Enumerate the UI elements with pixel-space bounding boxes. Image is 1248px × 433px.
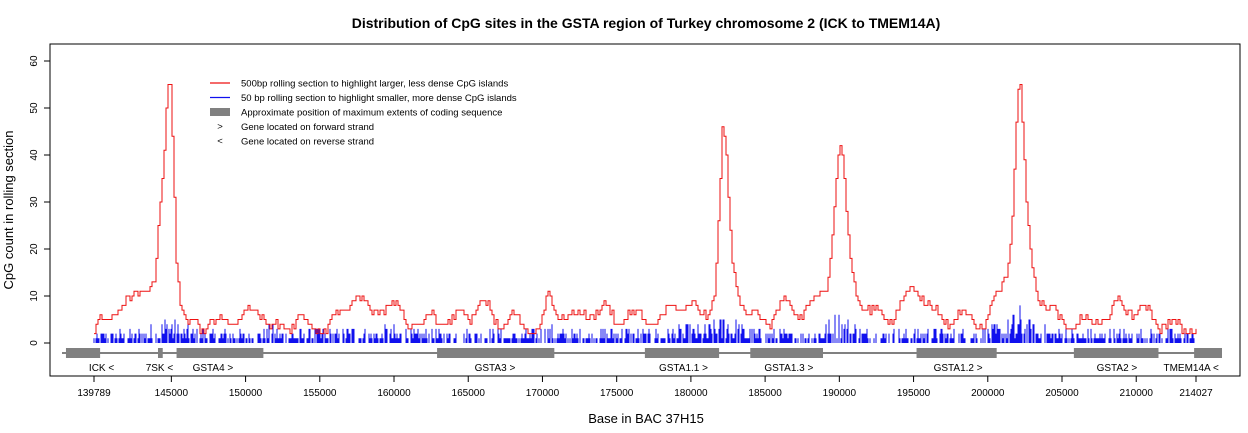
x-tick-label: 205000	[1045, 388, 1079, 399]
legend-label: Gene located on forward strand	[241, 122, 374, 133]
gene-label-GSTA1.2: GSTA1.2 >	[934, 363, 983, 374]
x-tick-label: 170000	[526, 388, 560, 399]
strand-symbol: >	[509, 363, 515, 374]
gene-name: GSTA3	[475, 363, 510, 374]
strand-symbol: >	[702, 363, 708, 374]
gene-name: GSTA2	[1097, 363, 1132, 374]
x-tick-label: 185000	[748, 388, 782, 399]
x-tick-label: 155000	[303, 388, 337, 399]
legend-swatch-strand: <	[217, 136, 223, 147]
gene-label-GSTA4: GSTA4 >	[193, 363, 234, 374]
gene-name: TMEM14A	[1163, 363, 1212, 374]
legend-swatch-box	[210, 108, 230, 116]
gene-name: GSTA1.2	[934, 363, 977, 374]
x-tick-label: 210000	[1120, 388, 1154, 399]
gene-label-7SK: 7SK <	[146, 363, 174, 374]
y-tick-label: 0	[29, 340, 40, 346]
strand-symbol: <	[108, 363, 114, 374]
legend-label: Approximate position of maximum extents …	[241, 108, 502, 119]
y-axis-label: CpG count in rolling section	[1, 131, 16, 290]
gene-label-GSTA2: GSTA2 >	[1097, 363, 1138, 374]
legend-label: 500bp rolling section to highlight large…	[241, 79, 508, 90]
strand-symbol: >	[808, 363, 814, 374]
gene-label-TMEM14A: TMEM14A <	[1163, 363, 1218, 374]
y-tick-label: 50	[29, 102, 40, 114]
legend-swatch-strand: >	[217, 122, 223, 133]
x-tick-label: 190000	[823, 388, 857, 399]
x-tick-label: 165000	[452, 388, 486, 399]
x-axis: 139789 145000 150000 155000 160000 165000 1700…	[77, 376, 1213, 399]
y-tick-label: 10	[29, 290, 40, 302]
chart-title: Distribution of CpG sites in the GSTA re…	[352, 15, 941, 31]
gene-box-GSTA3	[437, 348, 555, 358]
x-axis-label: Base in BAC 37H15	[588, 411, 704, 426]
series-50bp-line	[93, 305, 1195, 343]
gene-box-GSTA2	[1073, 348, 1159, 358]
x-tick-label: 150000	[229, 388, 263, 399]
legend-label: 50 bp rolling section to highlight small…	[241, 93, 517, 104]
legend: 500bp rolling section to highlight large…	[210, 79, 517, 148]
x-tick-label: 145000	[155, 388, 189, 399]
gene-box-ICK	[65, 348, 101, 358]
y-tick-label: 30	[29, 196, 40, 208]
gene-name: ICK	[89, 363, 108, 374]
gene-name: GSTA4	[193, 363, 228, 374]
y-axis: 0 10 20 30 40 50 60	[29, 55, 50, 346]
gene-box-GSTA1.3	[750, 348, 824, 358]
gene-name: 7SK	[146, 363, 168, 374]
x-tick-label: 175000	[600, 388, 634, 399]
strand-symbol: <	[167, 363, 173, 374]
strand-symbol: >	[1131, 363, 1137, 374]
x-tick-label: 214027	[1179, 388, 1213, 399]
y-tick-label: 20	[29, 243, 40, 255]
gene-label-GSTA1.3: GSTA1.3 >	[764, 363, 813, 374]
gene-box-GSTA1.2	[916, 348, 997, 358]
legend-label: Gene located on reverse strand	[241, 137, 374, 148]
strand-symbol: <	[1213, 363, 1219, 374]
x-tick-label: 200000	[971, 388, 1005, 399]
strand-symbol: >	[227, 363, 233, 374]
gene-label-GSTA3: GSTA3 >	[475, 363, 516, 374]
y-tick-label: 60	[29, 55, 40, 67]
gene-label-ICK: ICK <	[89, 363, 114, 374]
gene-box-GSTA1.1	[644, 348, 720, 358]
plot-area	[93, 84, 1197, 343]
x-tick-label: 160000	[377, 388, 411, 399]
plot-frame	[49, 43, 1241, 377]
x-tick-label: 139789	[77, 388, 111, 399]
y-tick-label: 40	[29, 149, 40, 161]
x-tick-label: 180000	[674, 388, 708, 399]
gene-box-7SK	[157, 348, 163, 358]
strand-symbol: >	[977, 363, 983, 374]
gene-name: GSTA1.1	[659, 363, 702, 374]
gene-label-GSTA1.1: GSTA1.1 >	[659, 363, 708, 374]
gene-box-TMEM14A	[1194, 348, 1222, 358]
x-tick-label: 195000	[897, 388, 931, 399]
gene-track: ICK <7SK < GSTA4 > GSTA3 > GSTA1.1 > GSTA1.3…	[62, 348, 1222, 374]
gene-box-GSTA4	[176, 348, 264, 358]
gene-name: GSTA1.3	[764, 363, 807, 374]
series-500bp-line	[94, 84, 1197, 335]
